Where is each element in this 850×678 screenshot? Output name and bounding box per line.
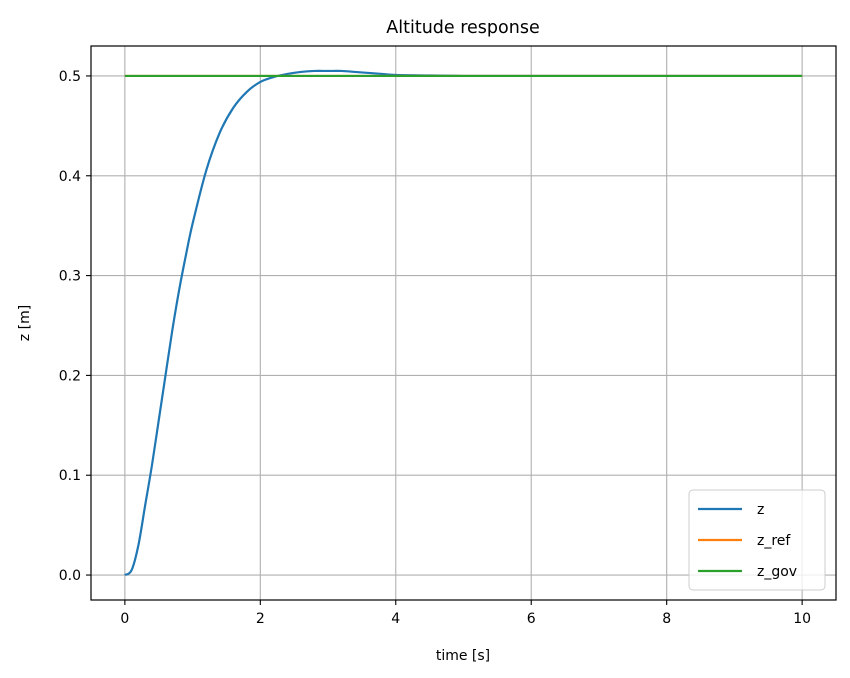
x-axis-label: time [s] <box>436 648 490 664</box>
y-axis-label: z [m] <box>17 305 33 341</box>
x-tick-label: 4 <box>391 611 400 627</box>
x-tick-label: 0 <box>120 611 129 627</box>
ticks-layer: 0 2 4 6 8 10 0.0 0.1 0.2 0.3 0.4 0.5 <box>59 69 811 627</box>
x-tick-label: 2 <box>256 611 265 627</box>
chart-title: Altitude response <box>386 18 539 38</box>
series-layer <box>124 69 803 577</box>
y-tick-label: 0.5 <box>59 69 81 85</box>
x-tick-label: 10 <box>793 611 811 627</box>
legend-label: z_ref <box>757 533 791 549</box>
x-tick-label: 8 <box>662 611 671 627</box>
legend-label: z_gov <box>757 564 797 580</box>
legend-label: z <box>757 502 764 518</box>
y-tick-label: 0.2 <box>59 368 81 384</box>
y-tick-label: 0.1 <box>59 468 81 484</box>
x-tick-label: 6 <box>527 611 536 627</box>
y-tick-label: 0.3 <box>59 269 81 285</box>
legend: z z_ref z_gov <box>688 489 826 591</box>
axes-frame <box>90 45 837 601</box>
y-tick-label: 0.0 <box>59 568 81 584</box>
y-tick-label: 0.4 <box>59 169 81 185</box>
legend-box <box>688 489 826 591</box>
grid-layer <box>91 46 836 600</box>
